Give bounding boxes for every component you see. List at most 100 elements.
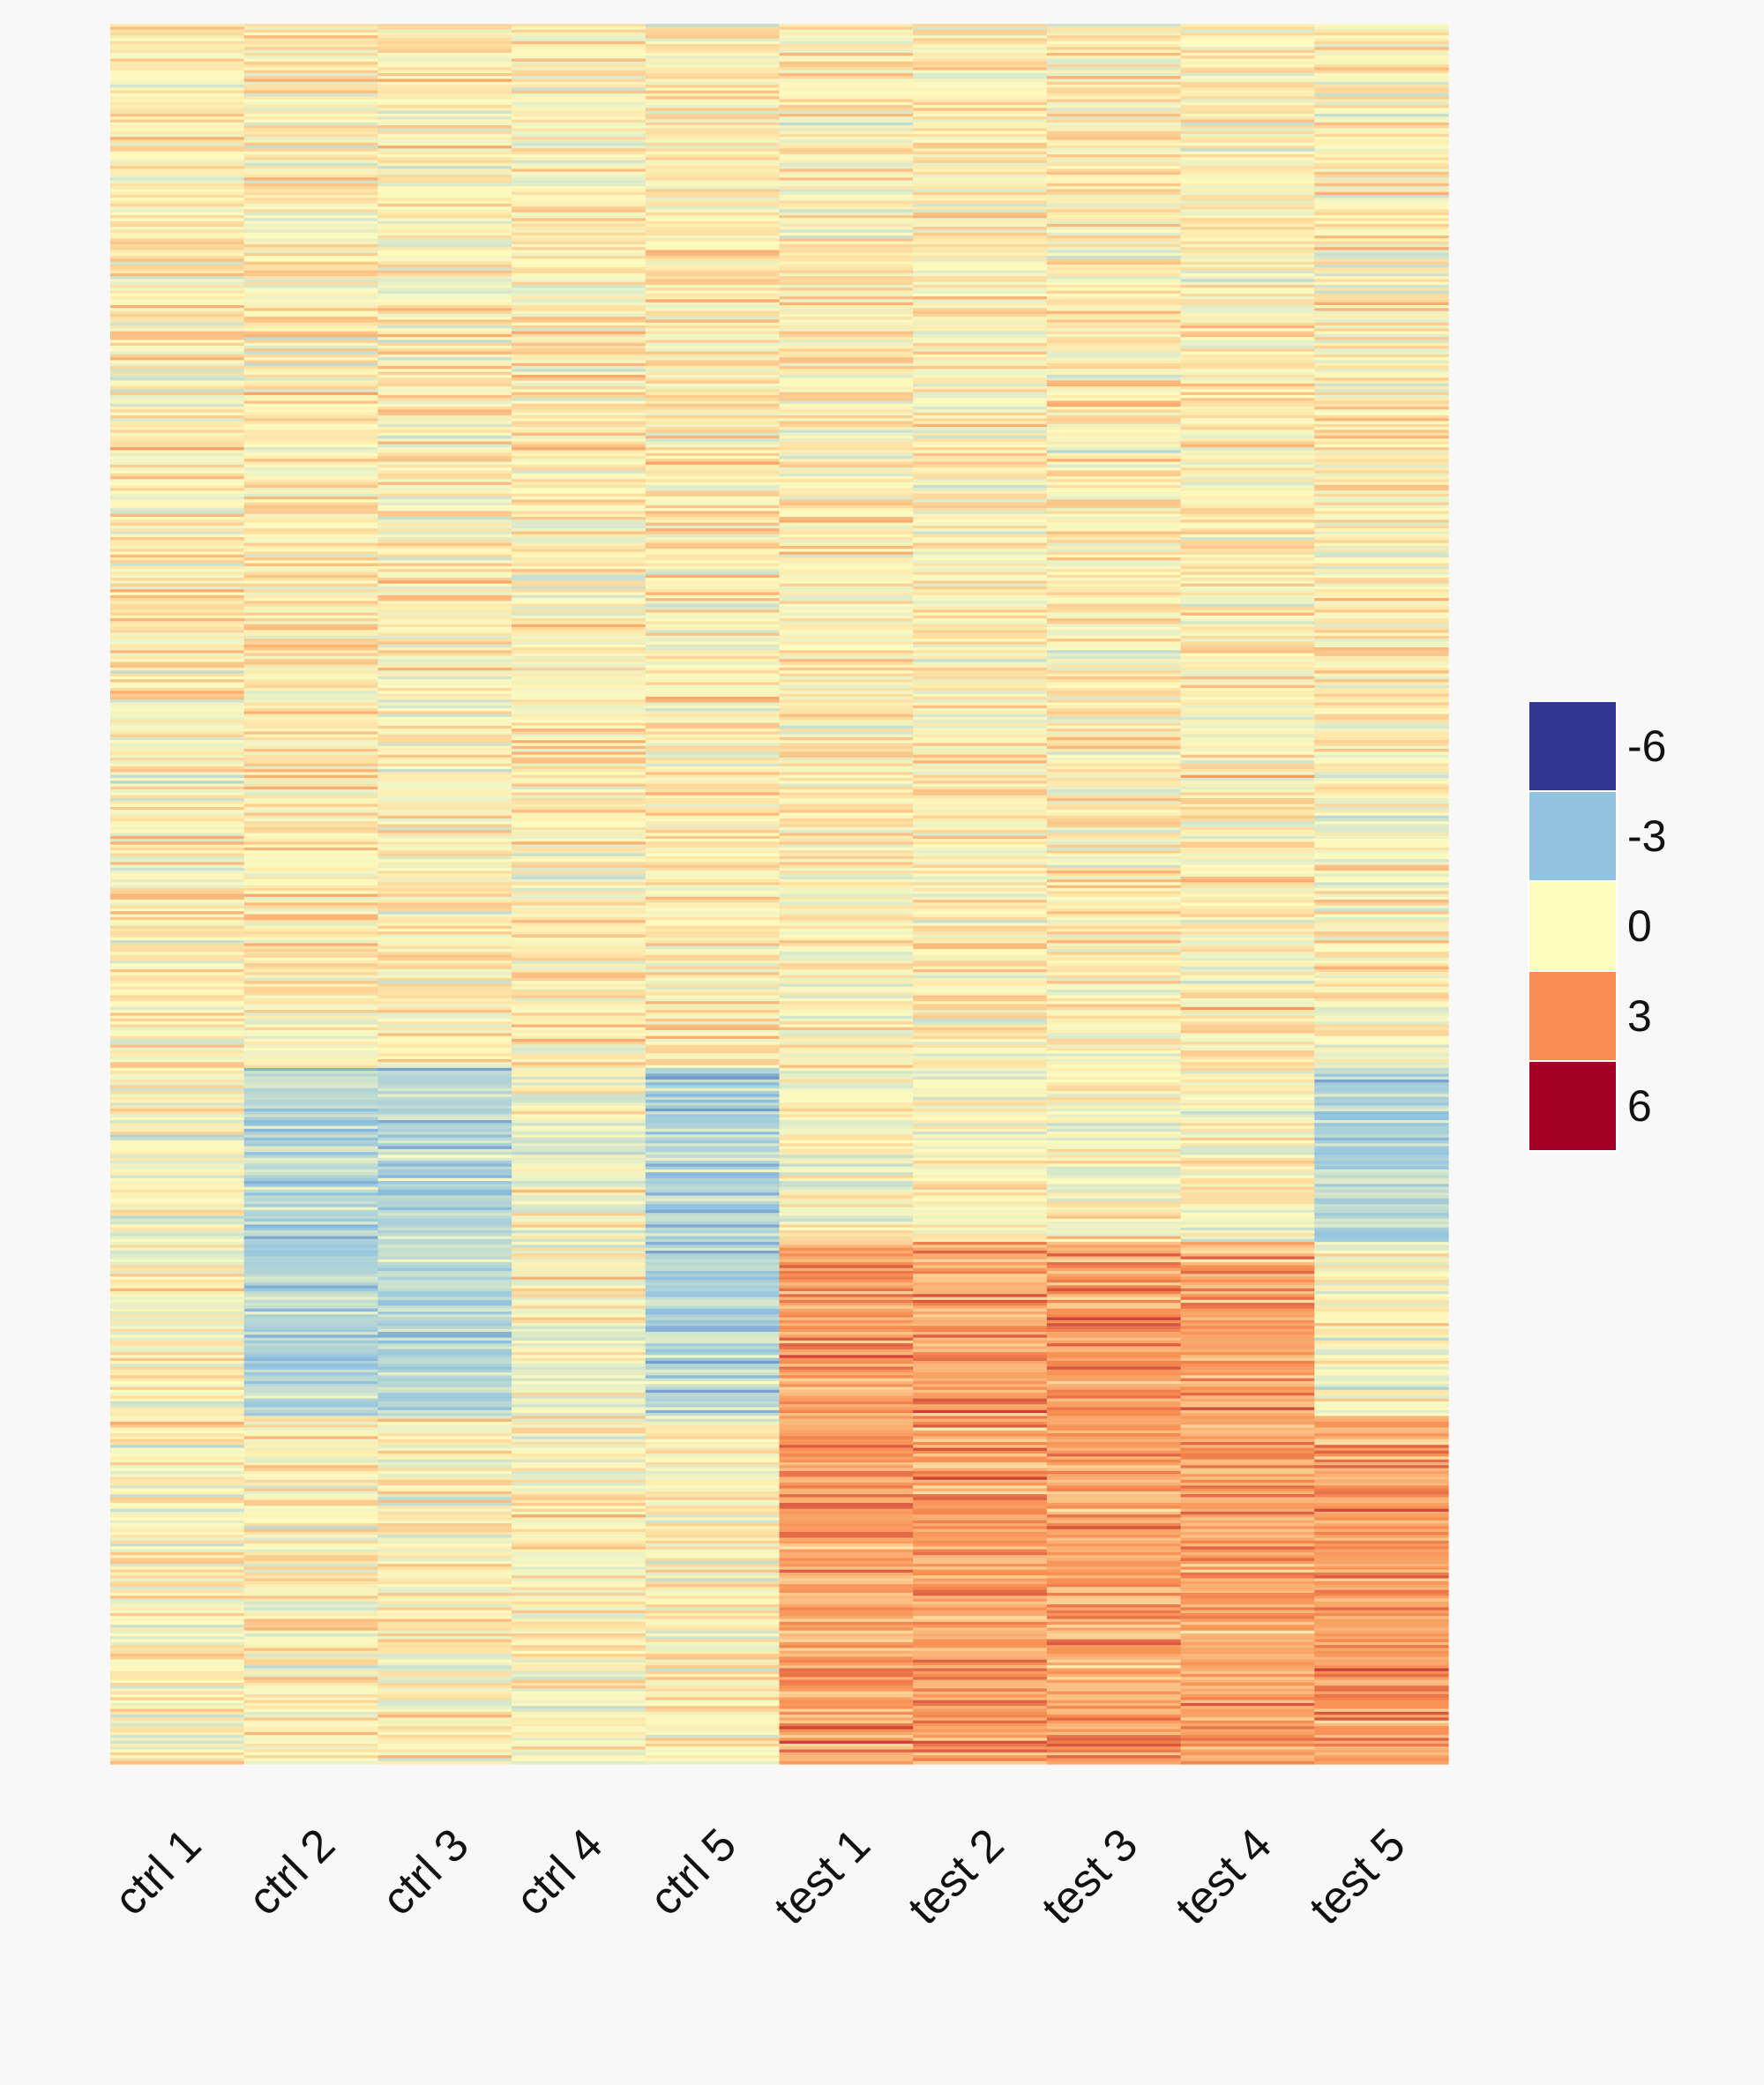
heatmap-cell bbox=[512, 1334, 647, 1339]
heatmap-cell bbox=[645, 58, 781, 63]
heatmap-cell bbox=[512, 209, 647, 213]
heatmap-cell bbox=[779, 261, 914, 265]
heatmap-cell bbox=[377, 998, 512, 1002]
heatmap-cell bbox=[1180, 484, 1315, 489]
heatmap-cell bbox=[779, 986, 914, 990]
heatmap-cell bbox=[512, 1700, 647, 1704]
heatmap-cell bbox=[377, 1334, 512, 1339]
heatmap-cell bbox=[913, 1572, 1048, 1576]
heatmap-cell bbox=[779, 26, 914, 31]
heatmap-cell bbox=[1046, 1001, 1182, 1005]
heatmap-cell bbox=[110, 1636, 245, 1640]
heatmap-cell bbox=[779, 864, 914, 869]
heatmap-cell bbox=[1180, 76, 1315, 80]
heatmap-cell bbox=[110, 1459, 245, 1463]
heatmap-cell bbox=[779, 992, 914, 997]
heatmap-cell bbox=[913, 972, 1048, 976]
heatmap-cell bbox=[110, 1630, 245, 1634]
heatmap-cell bbox=[377, 418, 512, 422]
heatmap-cell bbox=[377, 369, 512, 373]
heatmap-cell bbox=[645, 1436, 781, 1440]
heatmap-cell bbox=[377, 911, 512, 915]
heatmap-cell bbox=[243, 815, 378, 819]
heatmap-cell bbox=[645, 206, 781, 211]
heatmap-cell bbox=[645, 1430, 781, 1434]
heatmap-cell bbox=[1046, 488, 1182, 492]
heatmap-cell bbox=[1046, 781, 1182, 785]
heatmap-cell bbox=[645, 325, 781, 329]
heatmap-cell bbox=[645, 1581, 781, 1585]
heatmap-cell bbox=[645, 1407, 781, 1411]
heatmap-cell bbox=[512, 931, 647, 936]
heatmap-cell bbox=[779, 769, 914, 773]
heatmap-cell bbox=[913, 1181, 1048, 1184]
heatmap-cell bbox=[243, 826, 378, 831]
heatmap-cell bbox=[377, 389, 512, 393]
heatmap-cell bbox=[110, 905, 245, 909]
heatmap-cell bbox=[779, 1731, 914, 1736]
heatmap-cell bbox=[377, 1157, 512, 1162]
heatmap-cell bbox=[913, 218, 1048, 222]
heatmap-cell bbox=[913, 937, 1048, 941]
heatmap-cell bbox=[645, 1172, 781, 1177]
heatmap-cell bbox=[110, 1094, 245, 1098]
heatmap-cell bbox=[377, 1073, 512, 1078]
heatmap-cell bbox=[645, 1349, 781, 1353]
heatmap-cell bbox=[110, 655, 245, 660]
heatmap-cell bbox=[645, 1102, 781, 1107]
heatmap-cell bbox=[1180, 270, 1315, 274]
heatmap-cell bbox=[377, 1143, 512, 1147]
heatmap-cell bbox=[243, 1459, 378, 1463]
heatmap-cell bbox=[913, 128, 1048, 132]
heatmap-cell bbox=[1046, 502, 1182, 506]
heatmap-cell bbox=[377, 56, 512, 60]
heatmap-cell bbox=[243, 603, 378, 608]
heatmap-cell bbox=[512, 508, 647, 512]
heatmap-cell bbox=[1046, 1105, 1182, 1110]
heatmap-cell bbox=[512, 940, 647, 944]
heatmap-cell bbox=[1046, 673, 1182, 677]
heatmap-cell bbox=[1046, 650, 1182, 654]
heatmap-cell bbox=[913, 792, 1048, 796]
heatmap-cell bbox=[512, 1013, 647, 1017]
heatmap-cell bbox=[779, 606, 914, 610]
heatmap-cell bbox=[779, 699, 914, 704]
heatmap-cell bbox=[243, 250, 378, 254]
heatmap-cell bbox=[913, 168, 1048, 173]
heatmap-cell bbox=[645, 911, 781, 915]
heatmap-cell bbox=[1180, 557, 1315, 561]
heatmap-cell bbox=[1046, 1691, 1182, 1695]
heatmap-cell bbox=[110, 1749, 245, 1753]
heatmap-cell bbox=[110, 70, 245, 74]
heatmap-cell bbox=[243, 743, 378, 747]
heatmap-cell bbox=[377, 371, 512, 376]
heatmap-cell bbox=[913, 427, 1048, 430]
heatmap-cell bbox=[377, 1015, 512, 1020]
heatmap-cell bbox=[645, 1015, 781, 1020]
heatmap-cell bbox=[377, 1625, 512, 1629]
heatmap-cell bbox=[243, 1670, 378, 1675]
heatmap-cell bbox=[1046, 1256, 1182, 1260]
heatmap-cell bbox=[645, 243, 781, 248]
heatmap-cell bbox=[110, 1535, 245, 1539]
heatmap-cell bbox=[779, 745, 914, 750]
heatmap-cell bbox=[243, 1508, 378, 1513]
heatmap-cell bbox=[512, 421, 647, 425]
heatmap-cell bbox=[913, 310, 1048, 315]
heatmap-cell bbox=[512, 1702, 647, 1707]
heatmap-cell bbox=[512, 557, 647, 561]
heatmap-cell bbox=[243, 847, 378, 851]
heatmap-cell bbox=[645, 601, 781, 605]
heatmap-cell bbox=[110, 729, 245, 732]
heatmap-cell bbox=[512, 72, 647, 77]
heatmap-cell bbox=[1046, 415, 1182, 419]
heatmap-cell bbox=[913, 108, 1048, 112]
heatmap-cell bbox=[377, 844, 512, 848]
heatmap-cell bbox=[1180, 540, 1315, 544]
heatmap-cell bbox=[512, 171, 647, 176]
heatmap-cell bbox=[1046, 1328, 1182, 1333]
heatmap-cell bbox=[512, 801, 647, 805]
heatmap-cell bbox=[377, 1456, 512, 1461]
heatmap-cell bbox=[779, 1659, 914, 1663]
heatmap-cell bbox=[645, 1494, 781, 1498]
